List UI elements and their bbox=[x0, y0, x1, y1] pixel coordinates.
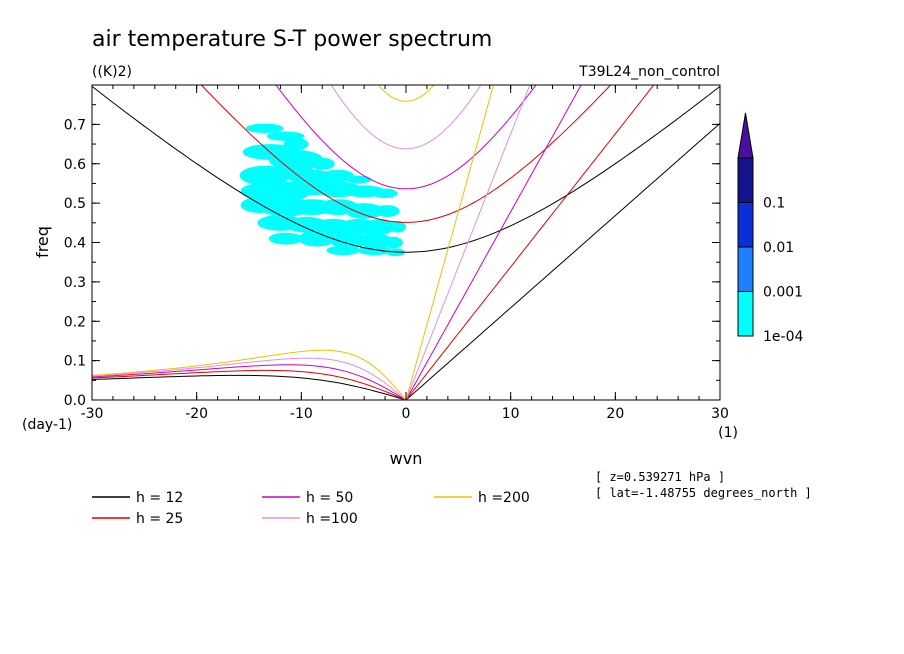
contour-blob bbox=[268, 232, 303, 245]
chart-title: air temperature S-T power spectrum bbox=[92, 27, 492, 52]
colorbar-label: 1e-04 bbox=[763, 329, 803, 345]
colorbar-segment bbox=[737, 291, 754, 337]
gravity-curve-h50 bbox=[275, 85, 537, 190]
kelvin-curve-h12 bbox=[405, 123, 720, 400]
legend-label: h = 25 bbox=[136, 511, 183, 527]
x-unit-label: (1) bbox=[718, 425, 738, 441]
colorbar: 1e-04 0.001 0.01 0.1 bbox=[737, 112, 803, 345]
legend-label: h = 12 bbox=[136, 490, 183, 506]
contour-blob bbox=[346, 175, 372, 184]
x-tick-label: 0 bbox=[402, 406, 411, 422]
contour-blob bbox=[322, 169, 354, 182]
rossby-curve-h100 bbox=[92, 357, 407, 400]
contour-blob bbox=[326, 245, 360, 256]
legend-label: h =100 bbox=[306, 511, 358, 527]
x-tick-label: 20 bbox=[606, 406, 624, 422]
y-axis-label: freq bbox=[33, 226, 52, 258]
x-tick-label: -10 bbox=[290, 406, 313, 422]
colorbar-segment bbox=[737, 157, 754, 203]
x-tick-label: 30 bbox=[711, 406, 729, 422]
contour-blob bbox=[374, 205, 400, 217]
kelvin-curve-h50 bbox=[405, 85, 582, 400]
info-z: [ z=0.539271 hPa ] bbox=[595, 470, 725, 484]
contour-blob bbox=[329, 232, 368, 249]
gravity-curve-h12 bbox=[92, 86, 720, 253]
colorbar-label: 0.1 bbox=[763, 196, 785, 212]
chart-units: ((K)2) bbox=[92, 64, 132, 80]
gravity-curve-h25 bbox=[200, 85, 612, 223]
rossby-curve-h12 bbox=[92, 374, 407, 400]
contour-blob bbox=[357, 232, 392, 249]
colorbar-label: 0.001 bbox=[763, 285, 803, 301]
contour-blob bbox=[309, 157, 335, 170]
contour-blob bbox=[298, 230, 336, 247]
legend-label: h =200 bbox=[478, 490, 530, 506]
x-axis-label: wvn bbox=[390, 449, 423, 468]
y-tick-label: 0.5 bbox=[64, 196, 86, 212]
colorbar-label: 0.01 bbox=[763, 240, 794, 256]
rossby-curve-h25 bbox=[92, 369, 407, 400]
y-tick-label: 0.1 bbox=[64, 354, 86, 370]
y-tick-label: 0.3 bbox=[64, 275, 86, 291]
colorbar-segment bbox=[737, 246, 754, 292]
contour-blob bbox=[384, 236, 403, 249]
y-tick-label: 0.7 bbox=[64, 117, 86, 133]
x-tick-label: -30 bbox=[81, 406, 104, 422]
contour-blob bbox=[372, 188, 398, 199]
gravity-curve-h200 bbox=[377, 85, 435, 102]
y-tick-label: 0.4 bbox=[64, 236, 86, 252]
y-tick-label: 0.6 bbox=[64, 157, 86, 173]
x-tick-label: 10 bbox=[502, 406, 520, 422]
info-lat: [ lat=-1.48755 degrees_north ] bbox=[595, 486, 812, 500]
power-contour-region bbox=[239, 123, 407, 257]
legend: h = 12 h = 25 h = 50 h =100 h =200 bbox=[92, 490, 530, 527]
experiment-label: T39L24_non_control bbox=[578, 64, 720, 80]
kelvin-curve-h100 bbox=[405, 85, 531, 400]
kelvin-curve-h200 bbox=[405, 85, 495, 400]
plot-frame bbox=[91, 84, 721, 401]
contour-blob bbox=[389, 220, 407, 233]
contour-blob bbox=[365, 218, 395, 235]
kelvin-curve-h25 bbox=[405, 85, 655, 400]
colorbar-segment bbox=[737, 202, 754, 248]
x-tick-label: -20 bbox=[185, 406, 208, 422]
y-tick-label: 0.2 bbox=[64, 314, 86, 330]
y-tick-label: 0.0 bbox=[64, 393, 86, 409]
colorbar-extend-arrow bbox=[737, 112, 754, 159]
legend-label: h = 50 bbox=[306, 490, 353, 506]
contour-blob bbox=[345, 203, 383, 219]
gravity-curve-h100 bbox=[330, 85, 482, 150]
rossby-curve-h200 bbox=[92, 349, 407, 400]
rossby-curve-h50 bbox=[92, 364, 407, 400]
contour-blob bbox=[245, 123, 284, 134]
y-unit-label: (day-1) bbox=[22, 417, 72, 433]
